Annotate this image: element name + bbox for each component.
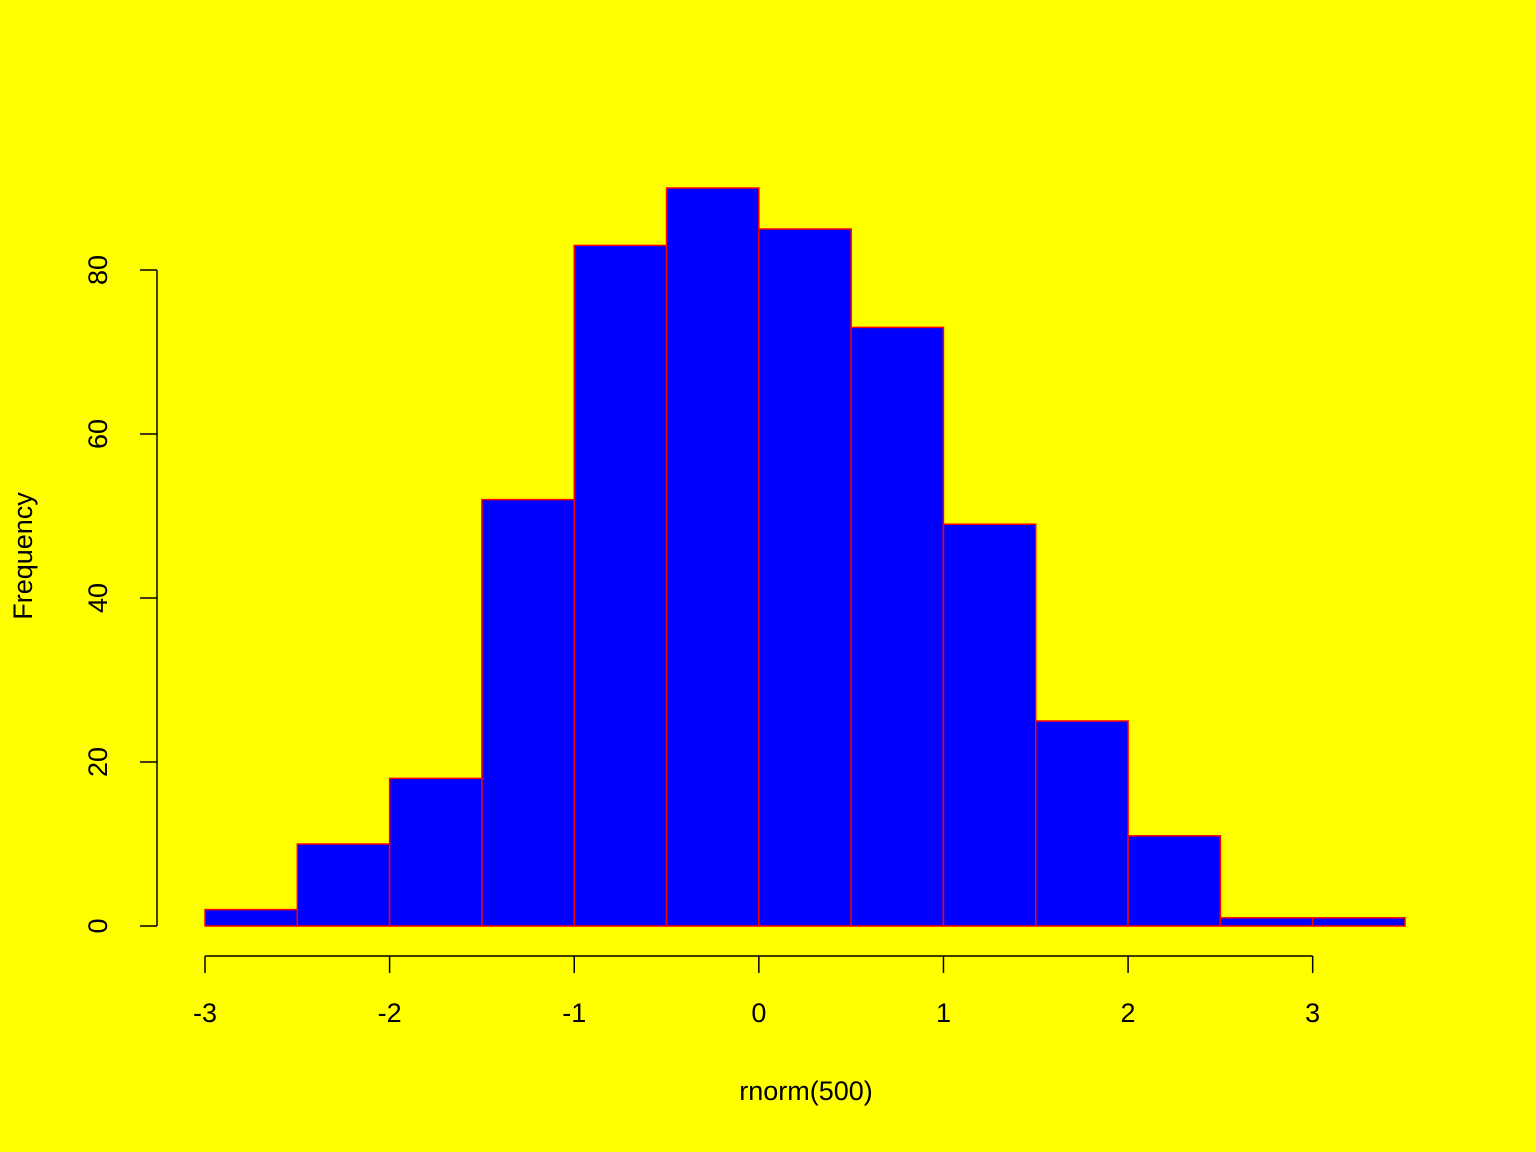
bar [942, 523, 1037, 927]
bar [573, 244, 668, 927]
bar [296, 843, 391, 927]
y-tick-label: 60 [83, 419, 113, 449]
y-tick-label: 80 [83, 255, 113, 285]
bar [758, 228, 852, 927]
y-axis-label: Frequency [8, 492, 38, 620]
x-tick-label: 0 [751, 998, 766, 1028]
x-tick-label: -2 [378, 998, 402, 1028]
bar [1219, 917, 1314, 927]
x-tick-label: -1 [562, 998, 586, 1028]
x-axis-label: rnorm(500) [739, 1076, 873, 1106]
bar [388, 777, 483, 927]
x-tick-label: 3 [1305, 998, 1320, 1028]
bar [1035, 720, 1129, 927]
x-tick-label: 2 [1121, 998, 1136, 1028]
x-tick-label: -3 [193, 998, 217, 1028]
bar [850, 326, 945, 927]
bar [665, 187, 760, 927]
y-tick-label: 40 [83, 583, 113, 613]
bar [1311, 917, 1406, 927]
bar [204, 908, 299, 927]
bar [481, 498, 575, 927]
y-tick-label: 0 [83, 918, 113, 933]
bar [1127, 835, 1222, 927]
x-tick-label: 1 [936, 998, 951, 1028]
y-tick-label: 20 [83, 747, 113, 777]
